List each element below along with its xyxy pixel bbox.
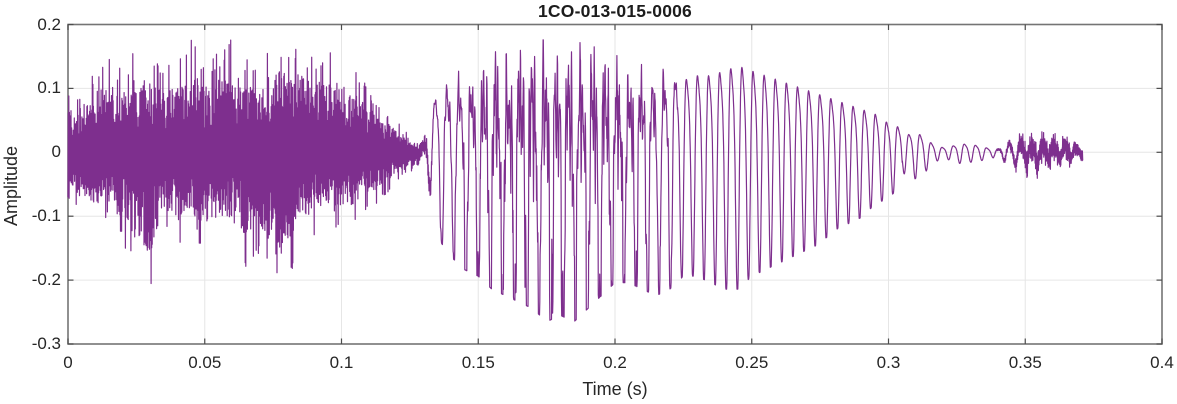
x-tick-label: 0.1 <box>329 353 354 372</box>
y-tick-label: -0.2 <box>31 270 61 290</box>
x-tick-label: 0.35 <box>1008 353 1042 372</box>
x-tick-label: 0 <box>63 353 73 372</box>
y-tick-label: 0.2 <box>37 14 61 34</box>
y-tick-label: 0.1 <box>37 78 61 98</box>
x-tick-label: 0.2 <box>603 353 627 372</box>
x-tick-label: 0.25 <box>735 353 769 372</box>
x-tick-label: 0.05 <box>188 353 222 372</box>
x-tick-label: 0.15 <box>461 353 495 372</box>
y-tick-label: -0.3 <box>31 334 61 353</box>
x-axis-label: Time (s) <box>582 379 648 399</box>
y-tick-label: 0 <box>51 142 61 162</box>
x-tick-label: 0.3 <box>876 353 901 372</box>
figure-title: 1CO-013-015-0006 <box>538 1 692 21</box>
y-tick-label: -0.1 <box>31 206 61 226</box>
waveform-path <box>67 39 1084 322</box>
x-tick-label: 0.4 <box>1150 353 1174 372</box>
